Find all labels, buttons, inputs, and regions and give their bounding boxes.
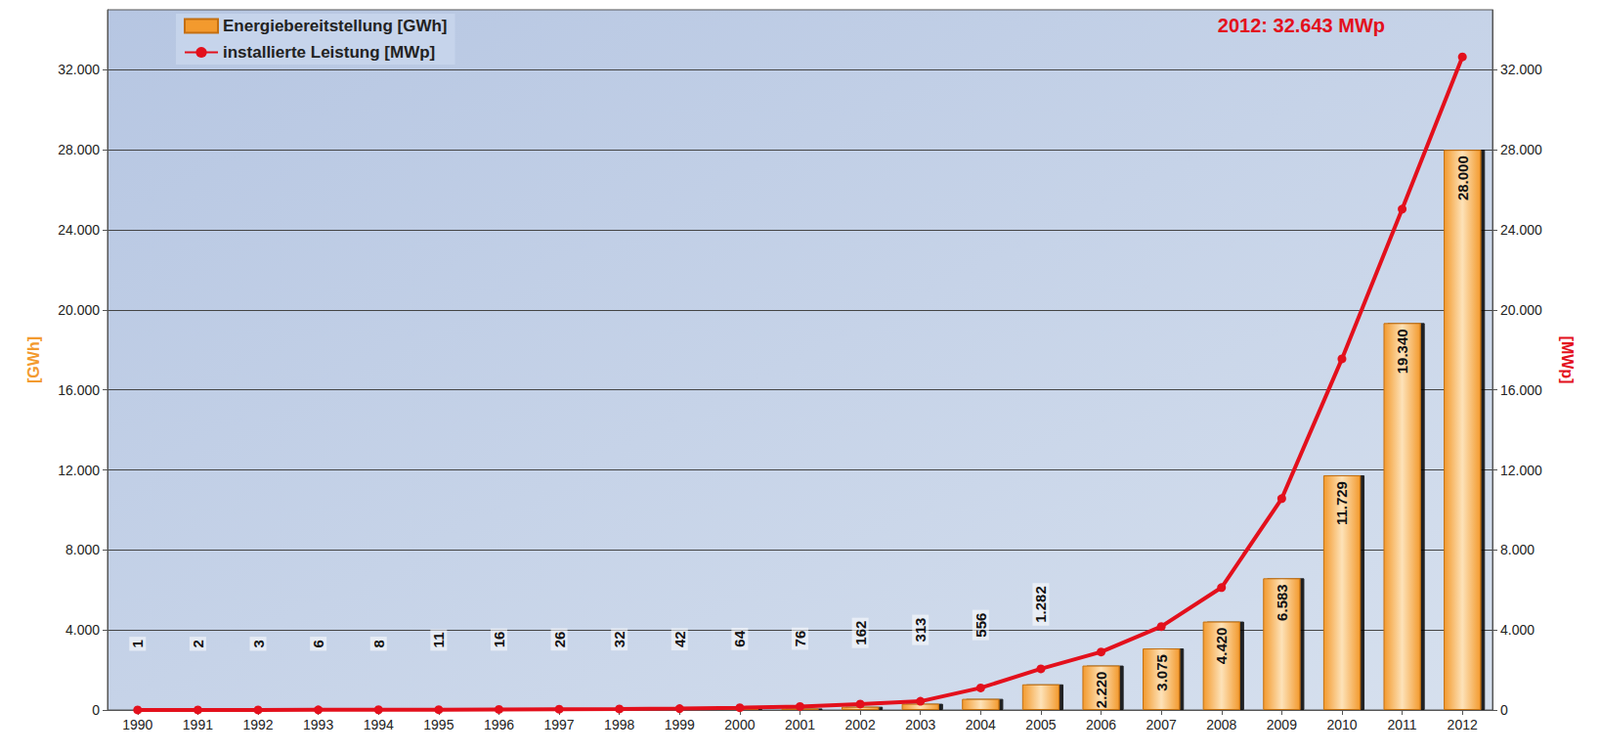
svg-text:12.000: 12.000 bbox=[1500, 462, 1543, 478]
svg-text:1992: 1992 bbox=[242, 716, 273, 733]
svg-text:1999: 1999 bbox=[664, 716, 695, 733]
svg-text:313: 313 bbox=[911, 617, 929, 643]
svg-text:64: 64 bbox=[731, 629, 748, 647]
svg-text:16.000: 16.000 bbox=[57, 382, 100, 398]
svg-text:8.000: 8.000 bbox=[1500, 541, 1535, 558]
svg-text:2002: 2002 bbox=[845, 716, 876, 733]
svg-text:2009: 2009 bbox=[1266, 716, 1298, 733]
svg-text:1998: 1998 bbox=[604, 716, 635, 733]
svg-text:2006: 2006 bbox=[1085, 716, 1117, 733]
svg-text:16: 16 bbox=[490, 631, 508, 649]
svg-text:2000: 2000 bbox=[724, 716, 755, 733]
svg-text:1990: 1990 bbox=[122, 716, 153, 733]
svg-text:installierte Leistung [MWp]: installierte Leistung [MWp] bbox=[222, 43, 435, 62]
svg-text:[GWh]: [GWh] bbox=[25, 336, 43, 384]
svg-text:2007: 2007 bbox=[1146, 716, 1177, 733]
svg-text:3: 3 bbox=[250, 639, 267, 648]
svg-text:12.000: 12.000 bbox=[57, 462, 100, 478]
svg-text:4.420: 4.420 bbox=[1212, 627, 1230, 665]
svg-text:2004: 2004 bbox=[965, 716, 996, 733]
svg-text:4.000: 4.000 bbox=[1500, 621, 1535, 638]
svg-text:76: 76 bbox=[791, 630, 809, 648]
svg-text:2005: 2005 bbox=[1025, 716, 1056, 733]
svg-text:1995: 1995 bbox=[423, 716, 454, 733]
svg-text:28.000: 28.000 bbox=[1454, 155, 1471, 201]
svg-text:1997: 1997 bbox=[543, 716, 574, 733]
svg-text:Energiebereitstellung [GWh]: Energiebereitstellung [GWh] bbox=[222, 16, 448, 36]
svg-text:2001: 2001 bbox=[784, 716, 816, 733]
svg-text:6: 6 bbox=[309, 639, 327, 648]
svg-text:20.000: 20.000 bbox=[1500, 302, 1543, 318]
svg-text:19.340: 19.340 bbox=[1393, 328, 1411, 374]
svg-text:1993: 1993 bbox=[302, 716, 334, 733]
svg-text:2011: 2011 bbox=[1387, 716, 1418, 733]
svg-text:0: 0 bbox=[91, 701, 100, 718]
svg-text:28.000: 28.000 bbox=[57, 141, 100, 158]
svg-text:1.282: 1.282 bbox=[1032, 585, 1049, 623]
svg-text:8.000: 8.000 bbox=[65, 541, 100, 558]
svg-text:2.220: 2.220 bbox=[1092, 671, 1110, 709]
svg-text:24.000: 24.000 bbox=[1500, 221, 1543, 238]
svg-text:11.729: 11.729 bbox=[1333, 480, 1350, 525]
svg-text:32.000: 32.000 bbox=[1500, 61, 1543, 78]
svg-text:2008: 2008 bbox=[1206, 716, 1237, 733]
svg-text:556: 556 bbox=[972, 612, 990, 638]
svg-text:1: 1 bbox=[129, 639, 146, 648]
svg-text:2010: 2010 bbox=[1326, 716, 1357, 733]
svg-text:2003: 2003 bbox=[905, 716, 936, 733]
svg-text:4.000: 4.000 bbox=[65, 621, 100, 638]
svg-text:3.075: 3.075 bbox=[1153, 653, 1170, 692]
svg-text:6.583: 6.583 bbox=[1273, 583, 1291, 621]
svg-text:162: 162 bbox=[852, 620, 869, 646]
svg-text:11: 11 bbox=[430, 632, 447, 649]
svg-text:0: 0 bbox=[1500, 701, 1509, 718]
svg-text:[MWp]: [MWp] bbox=[1558, 336, 1576, 385]
svg-text:1991: 1991 bbox=[182, 716, 214, 733]
svg-text:1996: 1996 bbox=[483, 716, 515, 733]
svg-text:16.000: 16.000 bbox=[1500, 382, 1543, 398]
svg-text:32.000: 32.000 bbox=[57, 61, 100, 78]
svg-text:28.000: 28.000 bbox=[1500, 141, 1543, 158]
svg-text:42: 42 bbox=[671, 630, 689, 648]
svg-text:20.000: 20.000 bbox=[57, 302, 100, 318]
svg-text:32: 32 bbox=[610, 630, 628, 648]
svg-text:24.000: 24.000 bbox=[57, 221, 100, 238]
svg-text:26: 26 bbox=[551, 631, 568, 649]
svg-text:2: 2 bbox=[189, 639, 207, 648]
svg-text:8: 8 bbox=[370, 639, 388, 648]
svg-text:2012: 32.643 MWp: 2012: 32.643 MWp bbox=[1217, 14, 1385, 37]
svg-text:2012: 2012 bbox=[1447, 716, 1478, 733]
svg-text:1994: 1994 bbox=[363, 716, 394, 733]
